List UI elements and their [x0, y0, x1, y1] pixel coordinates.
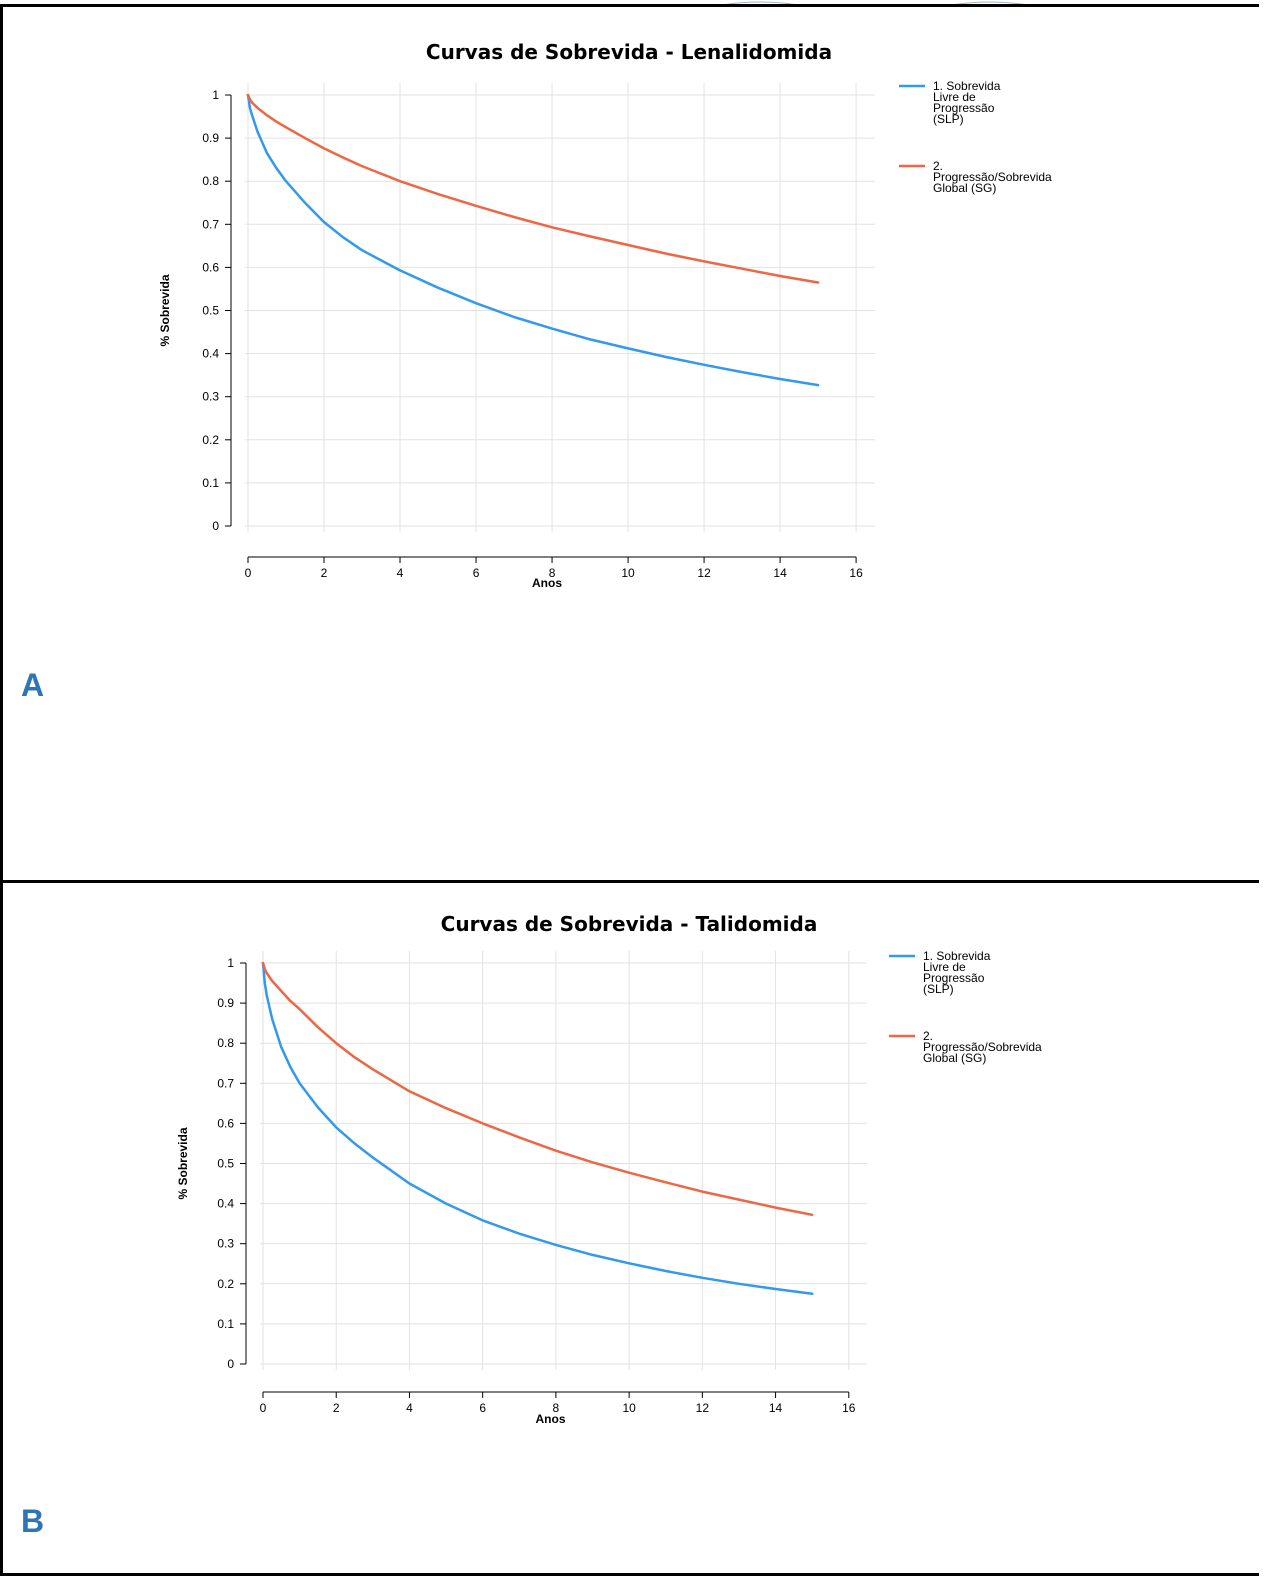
y-tick-label: 0.3 [202, 390, 219, 404]
x-tick-label: 8 [553, 1401, 560, 1415]
legend-label-2: Global (SG) [923, 1051, 986, 1065]
legend-label-1: (SLP) [923, 982, 954, 996]
series-line-2 [261, 961, 814, 1217]
y-tick-label: 1 [227, 956, 234, 970]
x-axis-label: Anos [532, 576, 562, 590]
legend-label-1: Progressão [923, 971, 985, 985]
y-tick-label: 0.1 [202, 476, 219, 490]
legend-label-1: (SLP) [933, 112, 964, 126]
x-tick-label: 0 [245, 566, 252, 580]
y-tick-label: 0.9 [202, 131, 219, 145]
x-tick-label: 4 [406, 1401, 413, 1415]
chart-title: Curvas de Sobrevida - Talidomida [441, 912, 818, 936]
y-tick-label: 0.8 [202, 174, 219, 188]
legend-label-1: Livre de [933, 90, 976, 104]
y-tick-label: 0.6 [202, 260, 219, 274]
x-tick-label: 6 [479, 1401, 486, 1415]
x-tick-label: 4 [397, 566, 404, 580]
legend-label-1: 1. Sobrevida [933, 79, 1001, 93]
series-line-1 [261, 961, 814, 1296]
y-tick-label: 0.3 [217, 1237, 234, 1251]
legend-label-2: 2. [933, 159, 943, 173]
y-axis-label: % Sobrevida [176, 1127, 190, 1199]
y-tick-label: 0.2 [202, 433, 219, 447]
legend-label-2: Progressão/Sobrevida [923, 1040, 1042, 1054]
x-tick-label: 10 [621, 566, 635, 580]
x-tick-label: 14 [773, 566, 787, 580]
x-tick-label: 16 [849, 566, 863, 580]
y-tick-label: 0.7 [202, 217, 219, 231]
y-tick-label: 1 [212, 88, 219, 102]
y-tick-label: 0 [227, 1357, 234, 1371]
y-axis-label: % Sobrevida [158, 274, 172, 346]
y-tick-label: 0.5 [202, 304, 219, 318]
y-tick-label: 0.9 [217, 996, 234, 1010]
series-line-1 [246, 93, 820, 387]
x-tick-label: 2 [333, 1401, 340, 1415]
chart-title: Curvas de Sobrevida - Lenalidomida [426, 40, 832, 64]
chart-b-svg: Curvas de Sobrevida - Talidomida 0 0.1 0.2 0… [176, 912, 1042, 1426]
x-tick-label: 6 [473, 566, 480, 580]
x-tick-label: 12 [696, 1401, 710, 1415]
legend-label-1: 1. Sobrevida [923, 949, 991, 963]
x-tick-label: 12 [697, 566, 711, 580]
y-tick-label: 0.6 [217, 1116, 234, 1130]
y-tick-label: 0.1 [217, 1317, 234, 1331]
panel-label-a: A [21, 667, 45, 703]
legend-label-1: Livre de [923, 960, 966, 974]
chart-panel-a: Curvas de Sobrevida - Lenalidomida 0 0.1 0.… [0, 4, 1259, 886]
legend-label-2: Progressão/Sobrevida [933, 170, 1052, 184]
legend-label-2: 2. [923, 1029, 933, 1043]
y-tick-label: 0 [212, 519, 219, 533]
y-tick-label: 0.7 [217, 1076, 234, 1090]
x-tick-label: 16 [842, 1401, 856, 1415]
legend-label-1: Progressão [933, 101, 995, 115]
y-tick-label: 0.8 [217, 1036, 234, 1050]
x-tick-label: 0 [260, 1401, 267, 1415]
chart-panel-b: Curvas de Sobrevida - Talidomida 0 0.1 0.2 0… [0, 880, 1259, 1576]
x-tick-label: 10 [622, 1401, 636, 1415]
panel-label-b: B [21, 1503, 45, 1539]
y-tick-label: 0.2 [217, 1277, 234, 1291]
x-axis-label: Anos [536, 1412, 566, 1426]
y-tick-label: 0.4 [217, 1197, 234, 1211]
legend-label-2: Global (SG) [933, 181, 996, 195]
y-tick-label: 0.4 [202, 347, 219, 361]
x-tick-label: 8 [549, 566, 556, 580]
series-line-2 [246, 93, 820, 284]
chart-a-svg: Curvas de Sobrevida - Lenalidomida 0 0.1 0.… [158, 40, 1052, 590]
x-tick-label: 14 [769, 1401, 783, 1415]
x-tick-label: 2 [321, 566, 328, 580]
y-tick-label: 0.5 [217, 1157, 234, 1171]
